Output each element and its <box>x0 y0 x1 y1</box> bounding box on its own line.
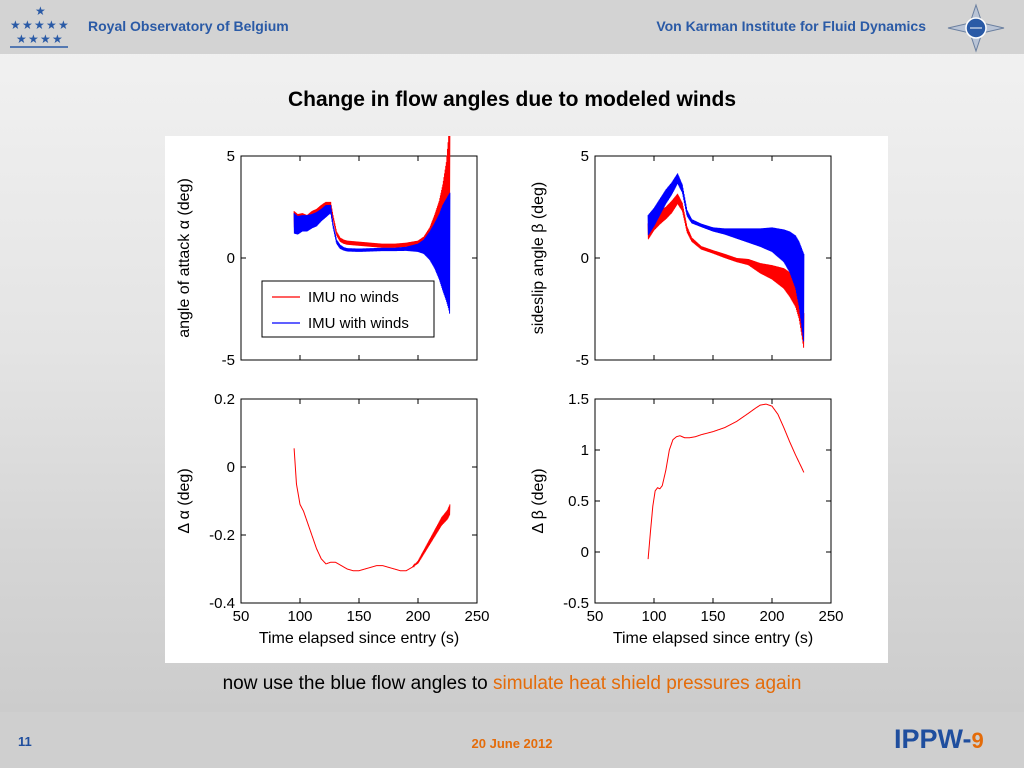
x-tick-label: 200 <box>405 608 430 625</box>
y-tick-label: 0 <box>581 544 589 561</box>
x-tick-label: 250 <box>464 608 489 625</box>
footer-date: 20 June 2012 <box>471 736 553 751</box>
svg-text:★: ★ <box>34 18 45 32</box>
series-line-chart2-0 <box>293 448 451 572</box>
y-tick-label: 0 <box>227 459 235 476</box>
y-tick-label: -5 <box>576 352 589 369</box>
svg-text:★: ★ <box>16 32 27 46</box>
y-tick-label: 5 <box>227 148 235 165</box>
x-tick-label: 200 <box>759 608 784 625</box>
slide-title: Change in flow angles due to modeled win… <box>287 88 737 111</box>
x-tick-label: 100 <box>287 608 312 625</box>
slide-caption: now use the blue flow angles to simulate… <box>0 673 1024 695</box>
svg-text:★: ★ <box>22 18 33 32</box>
y-tick-label: -0.5 <box>563 595 589 612</box>
ippw-brand: IPPW- <box>894 724 972 754</box>
y-axis-label: angle of attack α (deg) <box>176 178 193 338</box>
plot-frame-3 <box>594 398 832 604</box>
chart-figure: -5 0 5 angle of attack α (deg) IMU no winds I… <box>165 129 888 663</box>
y-tick-label: 0.5 <box>568 493 589 510</box>
slide-header: ★ ★ ★ ★ ★ ★ ★ ★ ★ ★ Royal Observatory of Belgiu… <box>0 0 1024 54</box>
header-right-title: Von Karman Institute for Fluid Dynamics <box>656 18 926 34</box>
page-number: 11 <box>18 734 32 749</box>
ippw-logo: IPPW-9 <box>894 724 984 755</box>
x-tick-label: 150 <box>346 608 371 625</box>
series-line-chart3-0 <box>647 403 805 560</box>
caption-lead: now use the blue flow angles to <box>222 673 493 694</box>
series-line-chart1-1 <box>647 173 805 342</box>
x-tick-label: 50 <box>587 608 604 625</box>
vki-logo-icon <box>947 3 1005 53</box>
x-tick-label: 250 <box>818 608 843 625</box>
series-line-chart1-0 <box>647 193 805 348</box>
y-tick-label: -0.4 <box>209 595 235 612</box>
y-tick-label: 0 <box>581 250 589 267</box>
y-tick-label: 1.5 <box>568 391 589 408</box>
x-axis-label: Time elapsed since entry (s) <box>613 630 813 647</box>
svg-text:★: ★ <box>40 32 51 46</box>
y-axis-label: sideslip angle β (deg) <box>530 182 547 334</box>
x-tick-label: 150 <box>700 608 725 625</box>
y-axis-label: Δ α (deg) <box>176 468 193 533</box>
y-tick-label: -0.2 <box>209 527 235 544</box>
y-axis-label: Δ β (deg) <box>530 468 547 533</box>
series-line-imu-with-winds <box>293 192 451 314</box>
caption-highlight: simulate heat shield pressures again <box>493 673 802 694</box>
legend-label: IMU with winds <box>308 315 409 332</box>
y-tick-label: 0.2 <box>214 391 235 408</box>
y-tick-label: -5 <box>222 352 235 369</box>
x-tick-label: 100 <box>641 608 666 625</box>
charts-svg: -5 0 5 angle of attack α (deg) IMU no winds I… <box>176 129 844 647</box>
legend-box <box>261 280 435 338</box>
y-tick-label: 0 <box>227 250 235 267</box>
svg-text:★: ★ <box>52 32 63 46</box>
svg-text:★: ★ <box>58 18 69 32</box>
legend-label: IMU no winds <box>308 289 399 306</box>
x-axis-label: Time elapsed since entry (s) <box>259 630 459 647</box>
plot-frame-2 <box>240 398 478 604</box>
ippw-brand-number: 9 <box>971 728 984 753</box>
slide-footer <box>0 712 1024 768</box>
svg-text:★: ★ <box>46 18 57 32</box>
y-tick-label: 1 <box>581 442 589 459</box>
svg-text:★: ★ <box>10 18 21 32</box>
header-left-title: Royal Observatory of Belgium <box>88 18 289 34</box>
svg-text:★: ★ <box>28 32 39 46</box>
rob-logo-stars: ★ ★ ★ ★ ★ ★ ★ ★ ★ ★ <box>10 4 69 48</box>
x-tick-label: 50 <box>233 608 250 625</box>
series-line-imu-no-winds <box>293 129 451 248</box>
y-tick-label: 5 <box>581 148 589 165</box>
svg-text:★: ★ <box>35 4 46 18</box>
